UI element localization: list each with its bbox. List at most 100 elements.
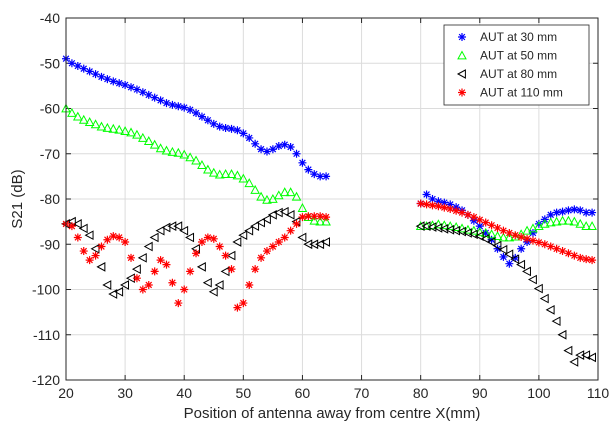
data-point: [588, 208, 597, 217]
data-point: [517, 233, 526, 242]
data-point: [173, 221, 183, 231]
data-point: [168, 278, 177, 287]
x-tick-label: 80: [413, 385, 429, 401]
data-point: [581, 221, 592, 231]
data-point: [522, 225, 532, 235]
data-point: [180, 285, 189, 294]
data-point: [499, 252, 508, 261]
data-point: [245, 133, 254, 142]
data-point: [67, 59, 76, 68]
data-point: [227, 265, 236, 274]
data-point: [126, 127, 136, 137]
data-point: [79, 64, 88, 73]
data-point: [220, 169, 231, 179]
data-point: [468, 229, 478, 240]
data-point: [280, 140, 289, 149]
data-point: [446, 204, 455, 213]
series-3: [62, 199, 597, 312]
data-point: [416, 199, 425, 208]
data-point: [421, 221, 432, 231]
data-point: [274, 142, 283, 151]
data-point: [85, 67, 94, 76]
data-point: [244, 225, 254, 236]
y-tick-label: -40: [40, 10, 60, 26]
data-point: [480, 233, 490, 244]
data-point: [226, 250, 236, 261]
data-point: [96, 262, 106, 272]
data-point: [156, 96, 165, 105]
y-tick-label: -120: [32, 372, 60, 388]
data-point: [474, 226, 485, 236]
y-tick-label: -70: [40, 146, 60, 162]
data-point: [422, 200, 431, 209]
data-point: [315, 239, 325, 250]
data-point: [239, 129, 248, 138]
data-point: [161, 145, 172, 155]
x-tick-label: 100: [527, 385, 551, 401]
y-tick-label: -110: [33, 327, 60, 343]
data-point: [238, 173, 249, 183]
data-point: [486, 237, 496, 247]
data-point: [138, 285, 147, 294]
data-point: [575, 218, 586, 228]
data-point: [310, 170, 319, 179]
data-point: [257, 145, 266, 154]
data-point: [439, 220, 450, 230]
data-point: [298, 213, 307, 222]
series-2: [60, 206, 596, 367]
data-point: [315, 216, 326, 226]
data-point: [297, 232, 307, 243]
data-point: [474, 231, 484, 241]
data-point: [446, 200, 455, 209]
data-point: [517, 244, 526, 253]
data-point: [533, 283, 543, 294]
data-point: [558, 207, 567, 216]
data-point: [458, 208, 467, 217]
data-point: [510, 254, 520, 265]
data-point: [268, 242, 277, 251]
data-point: [91, 251, 100, 260]
data-point: [298, 158, 307, 167]
data-point: [167, 146, 178, 156]
data-point: [528, 228, 537, 237]
legend-box: [443, 24, 590, 106]
legend-label: AUT at 50 mm: [480, 49, 557, 63]
data-point: [109, 77, 118, 86]
data-point: [322, 213, 331, 222]
data-point: [108, 123, 119, 133]
data-point: [286, 142, 295, 151]
data-point: [227, 124, 236, 133]
data-point: [469, 213, 478, 222]
x-tick-label: 110: [587, 385, 610, 401]
data-point: [67, 222, 76, 231]
data-point: [286, 226, 295, 235]
data-point: [534, 219, 543, 228]
legend: AUT at 30 mm AUT at 50 mm AUT at 80 mm AUT …: [443, 24, 590, 106]
data-point: [79, 247, 88, 256]
data-point: [215, 122, 224, 131]
y-tick-label: -50: [40, 55, 60, 71]
data-point: [321, 216, 331, 226]
data-point: [539, 293, 549, 304]
data-point: [552, 208, 561, 217]
data-point: [120, 280, 130, 290]
data-point: [267, 209, 277, 220]
data-point: [563, 215, 574, 225]
data-point: [96, 121, 107, 131]
legend-entry: AUT at 50 mm: [457, 49, 557, 63]
data-point: [505, 259, 514, 268]
legend-marker: [456, 69, 466, 79]
legend-entries: AUT at 30 mm AUT at 50 mm AUT at 80 mm AUT …: [456, 30, 563, 100]
data-point: [162, 260, 171, 269]
data-point: [564, 249, 573, 258]
y-tick-label: -100: [32, 282, 60, 298]
data-point: [309, 239, 319, 250]
data-point: [528, 236, 537, 245]
data-point: [527, 274, 537, 285]
data-point: [539, 218, 550, 228]
data-point: [297, 202, 308, 212]
data-point: [149, 139, 160, 149]
x-tick-label: 70: [354, 385, 370, 401]
